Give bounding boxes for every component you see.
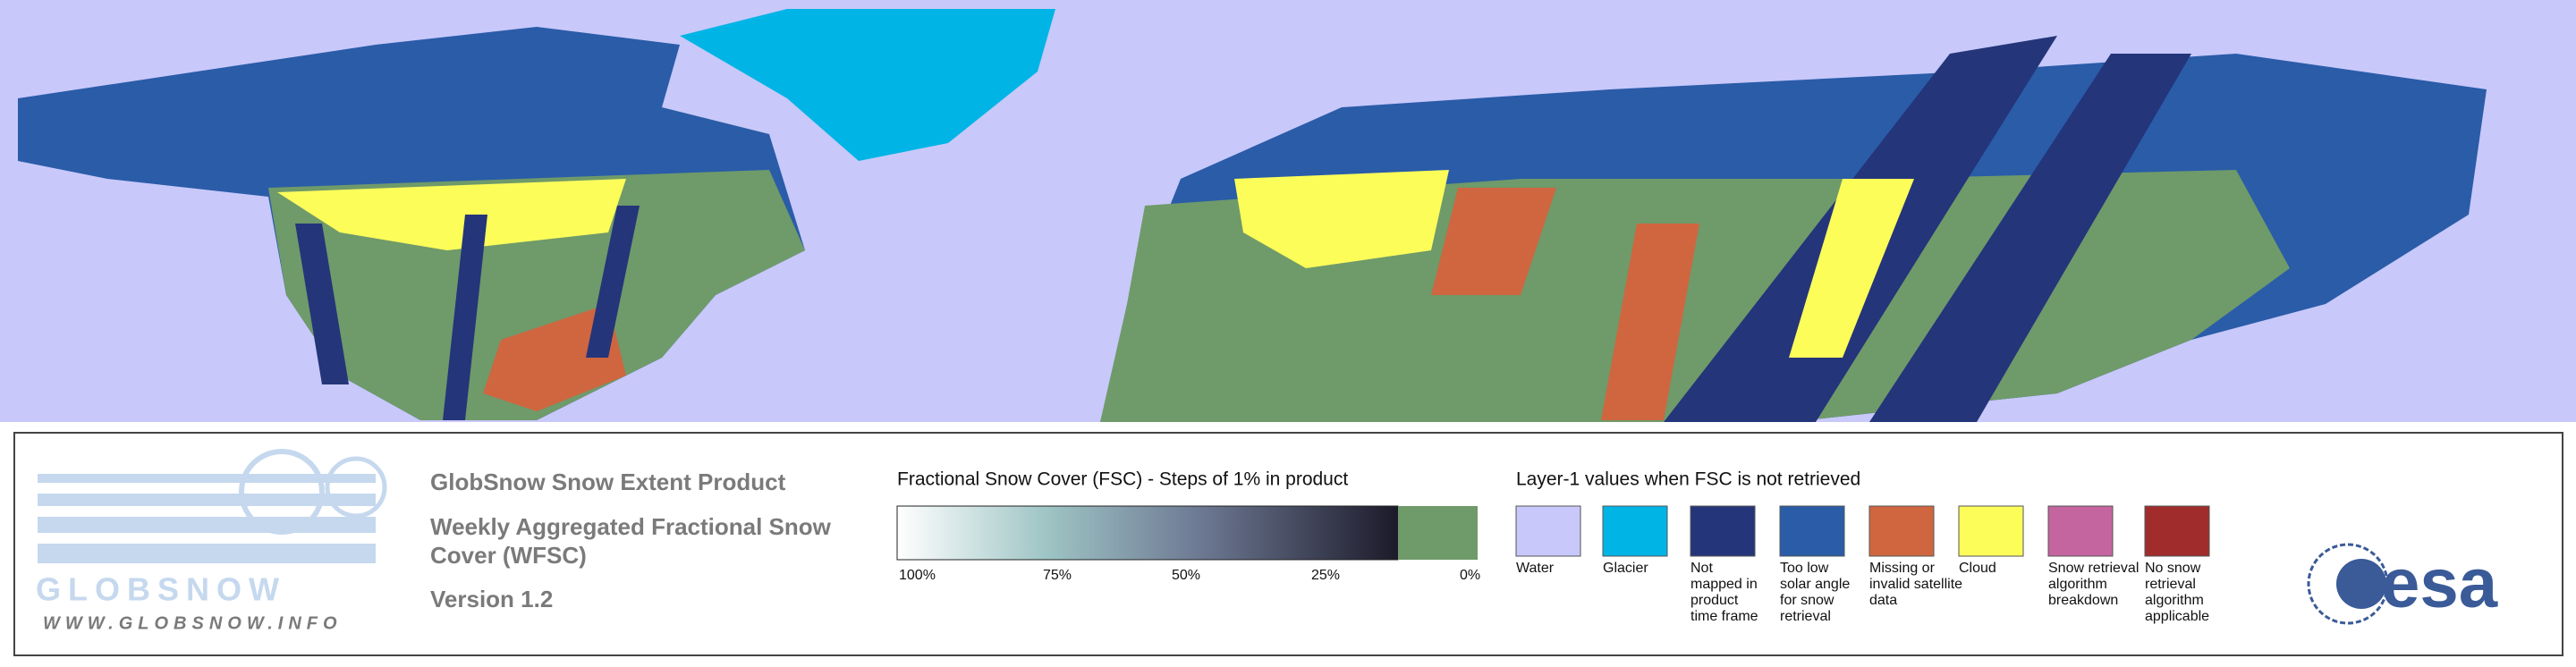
fsc-tick-label: 50% (1172, 568, 1200, 583)
legend-label: breakdown (2048, 593, 2118, 608)
fsc-no-snow (1398, 506, 1478, 560)
legend-label: Water (1516, 561, 1555, 576)
agency-logo: esa (2381, 544, 2498, 622)
legend-swatch (1779, 505, 1845, 557)
globsnow-logo: GLOBSNOW WWW.GLOBSNOW.INFO (36, 449, 387, 633)
legend-label: algorithm (2048, 577, 2107, 592)
legend-label: Not (1690, 561, 1713, 576)
legend-label: retrieval (2145, 577, 2196, 592)
fsc-tick-label: 75% (1043, 568, 1072, 583)
esa-logo: esa (2307, 543, 2498, 625)
fsc-tick-label: 0% (1460, 568, 1480, 583)
legend-label: Snow retrieval (2048, 561, 2139, 576)
legend-swatch (1602, 505, 1668, 557)
logo-url: WWW.GLOBSNOW.INFO (43, 613, 343, 633)
fsc-colorbar (896, 505, 1399, 561)
logo-name: GLOBSNOW (36, 571, 286, 608)
legend-swatch (1690, 505, 1756, 557)
legend-label: for snow (1780, 593, 1835, 608)
legend-label: data (1869, 593, 1897, 608)
legend-label: Too low (1780, 561, 1829, 576)
subtitle: Cover (WFSC) (430, 542, 587, 569)
legend-label: retrieval (1780, 609, 1831, 624)
legend-label: mapped in (1690, 577, 1758, 592)
legend-label: Missing or (1869, 561, 1936, 576)
subtitle: Weekly Aggregated Fractional Snow (430, 513, 832, 540)
legend-label: invalid satellite (1869, 577, 1962, 592)
legend-label: applicable (2145, 609, 2209, 624)
legend-label: product (1690, 593, 1739, 608)
fsc-title: Fractional Snow Cover (FSC) - Steps of 1… (897, 469, 1348, 490)
legend-label: time frame (1690, 609, 1758, 624)
layer1-title: Layer-1 values when FSC is not retrieved (1516, 469, 1860, 490)
legend-swatch (1868, 505, 1935, 557)
legend-swatch (1515, 505, 1581, 557)
legend-label: Glacier (1603, 561, 1648, 576)
snow-map (0, 0, 2576, 422)
legend-label: algorithm (2145, 593, 2204, 608)
legend-swatch (2047, 505, 2114, 557)
legend-label: solar angle (1780, 577, 1850, 592)
title: GlobSnow Snow Extent Product (430, 469, 786, 495)
version: Version 1.2 (430, 586, 553, 612)
legend-swatch (1958, 505, 2024, 557)
fsc-tick-label: 25% (1311, 568, 1340, 583)
legend-swatch (2144, 505, 2210, 557)
fsc-tick-label: 100% (899, 568, 936, 583)
legend-label: Cloud (1959, 561, 1996, 576)
legend-label: No snow (2145, 561, 2201, 576)
